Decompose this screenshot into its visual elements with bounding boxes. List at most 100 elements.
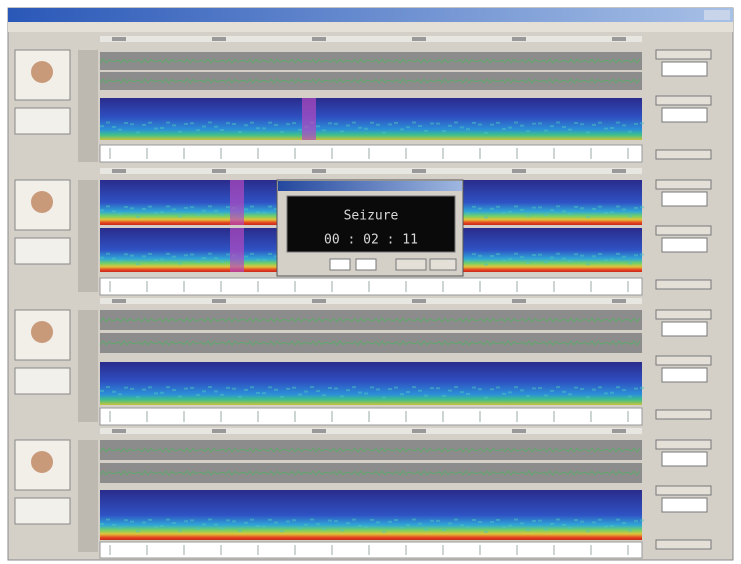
- side-button[interactable]: [655, 49, 712, 60]
- side-button[interactable]: [655, 179, 712, 190]
- side-field[interactable]: [661, 107, 708, 123]
- patient-label: [14, 107, 71, 135]
- spectrogram-noise: [376, 521, 380, 524]
- ruler-label: [112, 169, 126, 173]
- side-button[interactable]: [655, 409, 712, 420]
- spectrogram-noise: [376, 123, 380, 126]
- side-button[interactable]: [655, 439, 712, 450]
- spectrogram-noise: [568, 128, 572, 131]
- spectrogram-noise: [430, 387, 434, 390]
- spectrogram-noise: [160, 391, 164, 394]
- spectrogram-noise: [370, 386, 374, 389]
- spectrogram-noise: [154, 127, 158, 130]
- spectrogram-noise: [166, 205, 170, 208]
- spectrogram-noise: [316, 523, 320, 526]
- side-button[interactable]: [655, 149, 712, 160]
- side-field[interactable]: [661, 237, 708, 253]
- side-button[interactable]: [655, 309, 712, 320]
- side-field[interactable]: [661, 61, 708, 77]
- spectrogram-noise: [286, 123, 290, 126]
- side-button[interactable]: [655, 95, 712, 106]
- dialog-field[interactable]: [329, 258, 351, 271]
- spectrogram-noise: [118, 128, 122, 131]
- spectrogram-noise: [268, 518, 272, 521]
- spectrogram-noise: [346, 389, 350, 392]
- spectrogram-noise: [184, 520, 188, 523]
- spectrogram-noise: [220, 129, 224, 132]
- spectrogram-noise: [496, 205, 500, 208]
- spectrogram-noise: [220, 260, 224, 263]
- spectrogram-noise: [154, 259, 158, 262]
- spectrogram-noise: [244, 388, 248, 391]
- spectrogram-noise: [208, 121, 212, 124]
- spectrogram-noise: [538, 253, 542, 256]
- side-button[interactable]: [655, 485, 712, 496]
- spectrogram-noise: [604, 525, 608, 528]
- spectrogram-noise: [484, 263, 488, 266]
- spectrogram-noise: [550, 256, 554, 259]
- spectrogram-noise: [196, 527, 200, 530]
- side-field[interactable]: [661, 451, 708, 467]
- spectrogram-noise: [184, 122, 188, 125]
- spectrogram-noise: [244, 521, 248, 524]
- spectrogram-noise: [538, 206, 542, 209]
- spectrogram-noise: [112, 390, 116, 393]
- ruler-label: [612, 299, 626, 303]
- spectrogram-noise: [592, 521, 596, 524]
- spectrogram-noise: [268, 386, 272, 389]
- spectrogram-noise: [406, 126, 410, 129]
- spectrogram-noise: [616, 205, 620, 208]
- spectrogram-noise: [502, 259, 506, 262]
- side-button[interactable]: [655, 225, 712, 236]
- spectrogram-noise: [322, 394, 326, 397]
- event-highlight: [230, 180, 244, 225]
- spectrogram-noise: [148, 386, 152, 389]
- ruler-label: [212, 429, 226, 433]
- trace-line: [99, 78, 641, 84]
- dialog-field[interactable]: [355, 258, 377, 271]
- spectrogram-noise: [292, 122, 296, 125]
- spectrogram-noise: [580, 520, 584, 523]
- spectrogram-noise: [628, 529, 632, 532]
- spectrogram-noise: [520, 256, 524, 259]
- spectrogram-noise: [436, 387, 440, 390]
- spectrogram-noise: [496, 121, 500, 124]
- spectrogram-noise: [448, 522, 452, 525]
- spectrogram-noise: [466, 259, 470, 262]
- spectrogram-noise: [532, 519, 536, 522]
- spectrogram-noise: [136, 263, 140, 266]
- spectrogram-noise: [280, 396, 284, 399]
- window-controls[interactable]: [704, 10, 730, 20]
- side-button[interactable]: [655, 279, 712, 290]
- ruler-label: [112, 37, 126, 41]
- channel-scale: [78, 440, 98, 552]
- side-field[interactable]: [661, 191, 708, 207]
- spectrogram-noise: [610, 258, 614, 261]
- side-field[interactable]: [661, 497, 708, 513]
- event-strip: [99, 541, 643, 559]
- spectrogram-noise: [478, 207, 482, 210]
- spectrogram-noise: [472, 253, 476, 256]
- spectrogram-noise: [196, 213, 200, 216]
- spectrogram-noise: [346, 124, 350, 127]
- spectrogram-noise: [628, 130, 632, 133]
- side-field[interactable]: [661, 321, 708, 337]
- spectrogram-noise: [454, 518, 458, 521]
- ruler-label: [412, 299, 426, 303]
- spectrogram-noise: [280, 530, 284, 533]
- spectrogram-noise: [592, 388, 596, 391]
- spectrogram-noise: [460, 126, 464, 129]
- spectrogram-noise: [532, 122, 536, 125]
- spectrogram-noise: [634, 122, 638, 125]
- side-button[interactable]: [655, 539, 712, 550]
- spectrogram-noise: [526, 529, 530, 532]
- side-field[interactable]: [661, 367, 708, 383]
- time-ruler: [100, 298, 642, 304]
- spectrogram-noise: [562, 210, 566, 213]
- side-button[interactable]: [655, 355, 712, 366]
- spectrogram-noise: [232, 387, 236, 390]
- dialog-button[interactable]: [395, 258, 427, 271]
- dialog-button[interactable]: [429, 258, 457, 271]
- spectrogram-noise: [244, 255, 248, 258]
- spectrogram-noise: [598, 205, 602, 208]
